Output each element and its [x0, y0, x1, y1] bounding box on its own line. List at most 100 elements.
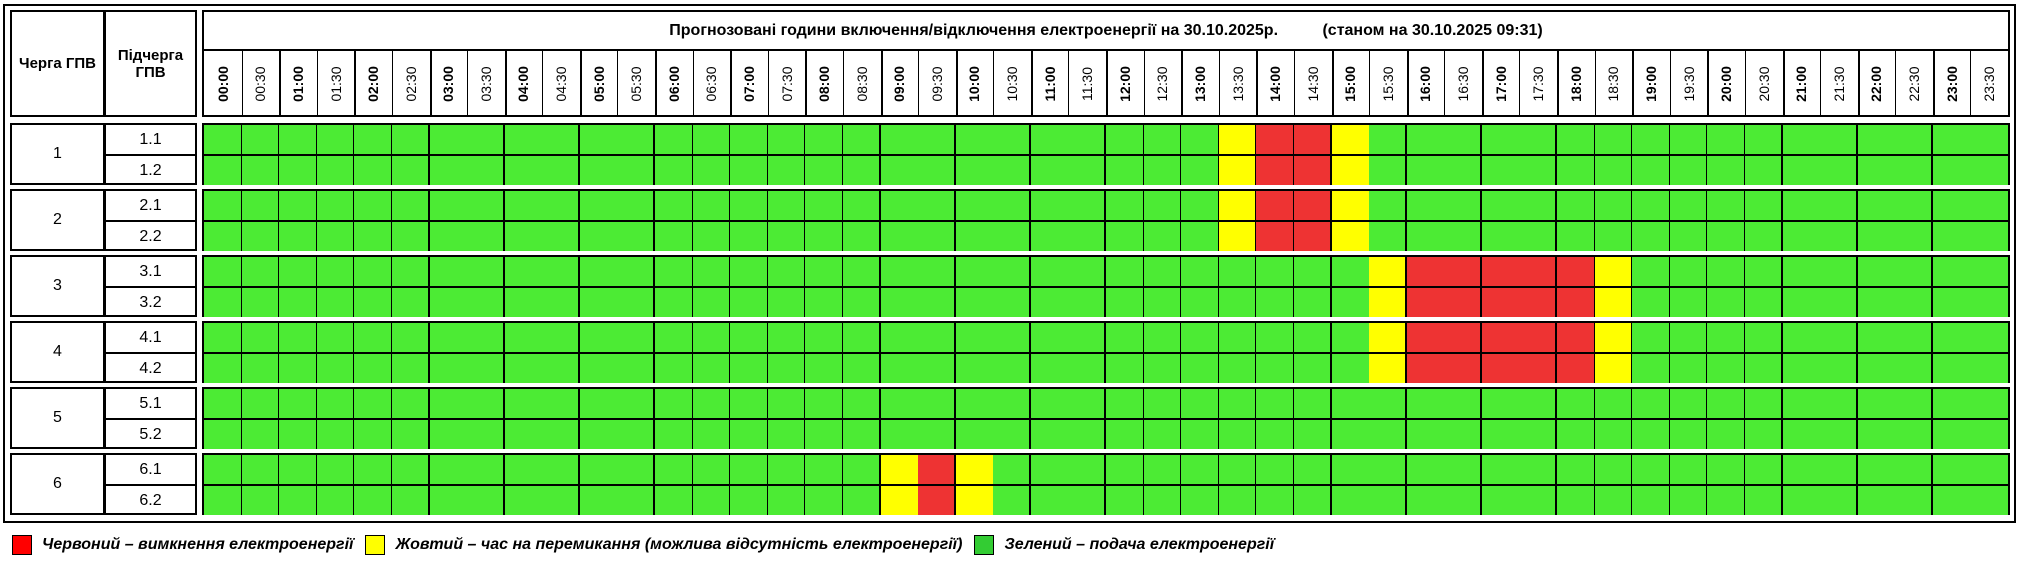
time-slot-cell [805, 420, 844, 449]
time-slot-cell [316, 125, 355, 154]
time-slot-cell [842, 288, 881, 317]
time-tick-label: 20:30 [1755, 66, 1772, 102]
time-slot-cell [279, 420, 318, 449]
time-slot-cell [1669, 486, 1708, 515]
time-slot-cell [204, 389, 243, 418]
time-tick-label: 12:30 [1154, 66, 1171, 102]
time-slot-cell [1030, 156, 1069, 185]
time-slot-cell [767, 125, 806, 154]
time-slot-cell [579, 323, 618, 352]
time-slot-cell [504, 389, 543, 418]
time-slot-cell [1895, 420, 1934, 449]
time-slot-cell [1895, 257, 1934, 286]
tick-divider [842, 51, 844, 117]
time-slot-cell [1481, 323, 1520, 352]
time-slot-cell [1707, 486, 1746, 515]
time-slot-cell [1782, 389, 1821, 418]
time-slot-cell [467, 191, 506, 220]
time-slot-cell [1557, 486, 1596, 515]
time-slot-cell [1857, 156, 1896, 185]
time-slot-cell [730, 323, 769, 352]
time-slot-cell [617, 455, 656, 484]
time-slot-cell [1857, 125, 1896, 154]
time-slot-cell [1406, 125, 1445, 154]
time-slot-cell [1143, 222, 1182, 251]
time-slot-cell [542, 257, 581, 286]
time-slot-cell [692, 288, 731, 317]
time-slot-cell [1857, 222, 1896, 251]
time-slot-cell [1557, 288, 1596, 317]
tick-divider [692, 51, 694, 117]
time-slot-cell [1557, 191, 1596, 220]
time-slot-cell [1444, 191, 1483, 220]
time-slot-cell [467, 125, 506, 154]
time-slot-cell [1143, 125, 1182, 154]
time-slot-cell [204, 222, 243, 251]
time-slot-cell [1519, 288, 1558, 317]
time-slot-cell [429, 257, 468, 286]
time-slot-cell [1820, 420, 1859, 449]
time-slot-cell [1181, 323, 1220, 352]
time-slot-cell [429, 222, 468, 251]
time-slot-cell [955, 288, 994, 317]
time-slot-cell [1106, 389, 1145, 418]
time-slot-cell [993, 420, 1032, 449]
tick-divider [241, 51, 243, 117]
time-slot-cell [1293, 420, 1332, 449]
time-slot-cell [1444, 288, 1483, 317]
time-tick-label: 21:30 [1830, 66, 1847, 102]
tick-divider [1970, 51, 1972, 117]
time-slot-cell [1970, 455, 2008, 484]
time-slot-cell [1932, 389, 1971, 418]
time-slot-cell [1557, 125, 1596, 154]
time-slot-cell [805, 191, 844, 220]
tick-divider [1256, 51, 1259, 117]
time-slot-cell [1406, 486, 1445, 515]
time-slot-cell [1143, 486, 1182, 515]
time-slot-cell [1218, 420, 1257, 449]
time-slot-cell [204, 455, 243, 484]
time-slot-cell [1557, 156, 1596, 185]
time-slot-cell [1782, 420, 1821, 449]
time-slot-cell [880, 156, 919, 185]
tick-divider [1895, 51, 1897, 117]
time-slot-cell [1406, 354, 1445, 383]
time-slot-cell [1519, 323, 1558, 352]
time-slot-cell [1406, 156, 1445, 185]
tick-divider [1782, 51, 1785, 117]
time-slot-cell [1782, 354, 1821, 383]
time-slot-cell [1143, 156, 1182, 185]
time-slot-cell [993, 486, 1032, 515]
time-slot-cell [1181, 257, 1220, 286]
time-slot-cell [692, 486, 731, 515]
time-slot-cell [1519, 354, 1558, 383]
time-slot-cell [655, 323, 694, 352]
time-slot-cell [1594, 323, 1633, 352]
legend-swatch [974, 535, 995, 555]
time-slot-cell [1181, 222, 1220, 251]
time-slot-cell [1857, 191, 1896, 220]
time-slot-cell [1331, 389, 1370, 418]
time-slot-cell [1181, 486, 1220, 515]
tick-divider [1632, 51, 1635, 117]
time-slot-cell [1857, 354, 1896, 383]
time-slot-cell [805, 323, 844, 352]
tick-divider [1218, 51, 1220, 117]
time-slot-cell [1293, 389, 1332, 418]
time-slot-cell [767, 323, 806, 352]
subqueue-label: 6.1 [139, 460, 162, 478]
tick-divider [1030, 51, 1033, 117]
time-slot-cell [1857, 420, 1896, 449]
time-slot-cell [692, 354, 731, 383]
time-slot-cell [805, 354, 844, 383]
time-slot-cell [993, 389, 1032, 418]
time-slot-cell [1181, 455, 1220, 484]
time-slot-cell [1369, 222, 1408, 251]
time-tick-label: 00:30 [252, 66, 269, 102]
time-slot-cell [1744, 191, 1783, 220]
time-slot-cell [1970, 323, 2008, 352]
time-slot-cell [730, 191, 769, 220]
time-slot-cell [354, 486, 393, 515]
time-slot-cell [579, 354, 618, 383]
time-slot-cell [279, 389, 318, 418]
